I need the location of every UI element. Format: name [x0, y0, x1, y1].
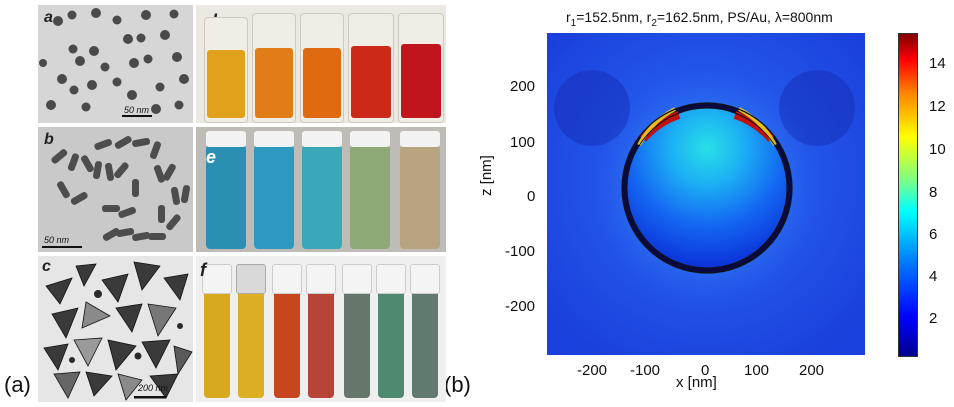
panel-b-letter: b — [44, 131, 54, 148]
figure-label-a: (a) — [4, 372, 31, 397]
x-tick-neg100: -100 — [630, 362, 661, 379]
colorbar-tick-2: 2 — [929, 310, 938, 327]
vial-d-5 — [398, 13, 444, 123]
colorbar-tick-12: 12 — [929, 98, 946, 115]
field-heatmap — [547, 33, 865, 355]
y-tick-200: 200 — [510, 78, 536, 95]
panel-d-vials: d — [196, 5, 446, 123]
x-axis-title: x [nm] — [676, 374, 717, 391]
rod-particles-graphic — [38, 127, 193, 252]
vial-f-4 — [306, 264, 336, 398]
y-tick-neg200: -200 — [505, 298, 536, 315]
x-tick-100: 100 — [744, 362, 770, 379]
colorbar-tick-10: 10 — [929, 141, 946, 158]
y-tick-0: 0 — [527, 188, 536, 205]
vial-f-1 — [202, 264, 232, 398]
vial-d-3 — [300, 13, 344, 123]
panel-c-tem-triangles: c 200 nm — [38, 256, 193, 402]
y-tick-neg100: -100 — [505, 243, 536, 260]
figure-label-b: (b) — [444, 372, 471, 397]
x-tick-200: 200 — [799, 362, 825, 379]
vial-e-1 — [206, 131, 246, 249]
x-tick-neg200: -200 — [577, 362, 608, 379]
x-tick-0: 0 — [701, 362, 710, 379]
y-axis-title: z [nm] — [478, 155, 495, 196]
colorbar-tick-6: 6 — [929, 226, 938, 243]
panel-e-letter: e — [206, 147, 217, 167]
vial-f-5 — [342, 264, 372, 398]
vial-d-4 — [348, 13, 394, 123]
colorbar — [898, 33, 918, 357]
colorbar-tick-8: 8 — [929, 184, 938, 201]
vial-e-2 — [254, 131, 294, 249]
panel-b-tem-rods: b 50 nm — [38, 127, 193, 252]
vial-f-2 — [236, 264, 266, 398]
vial-f-7 — [410, 264, 440, 398]
panel-a-letter: a — [44, 9, 53, 26]
panel-a-scale-label: 50 nm — [124, 105, 150, 115]
vial-d-1 — [204, 17, 248, 123]
panel-f-letter: f — [200, 260, 206, 280]
vial-e-4 — [350, 131, 390, 249]
panel-f-vials: f — [196, 256, 446, 402]
panel-b-scale-label: 50 nm — [44, 235, 70, 245]
colorbar-tick-4: 4 — [929, 268, 938, 285]
y-tick-100: 100 — [510, 134, 536, 151]
vial-e-5 — [400, 131, 440, 249]
panel-a-tem-spheres: a 50 nm — [38, 5, 193, 123]
plot-title: r1=152.5nm, r2=162.5nm, PS/Au, λ=800nm — [566, 9, 833, 29]
sphere-particles-graphic — [38, 5, 193, 123]
vial-d-2 — [252, 13, 296, 123]
panel-c-letter: c — [42, 258, 51, 275]
panel-c-scale-label: 200 nm — [138, 383, 169, 393]
vial-e-3 — [302, 131, 342, 249]
triangle-particles-graphic — [38, 256, 193, 402]
colorbar-tick-14: 14 — [929, 55, 946, 72]
vial-f-6 — [376, 264, 406, 398]
panel-e-vials: e — [196, 127, 446, 252]
vial-f-3 — [272, 264, 302, 398]
